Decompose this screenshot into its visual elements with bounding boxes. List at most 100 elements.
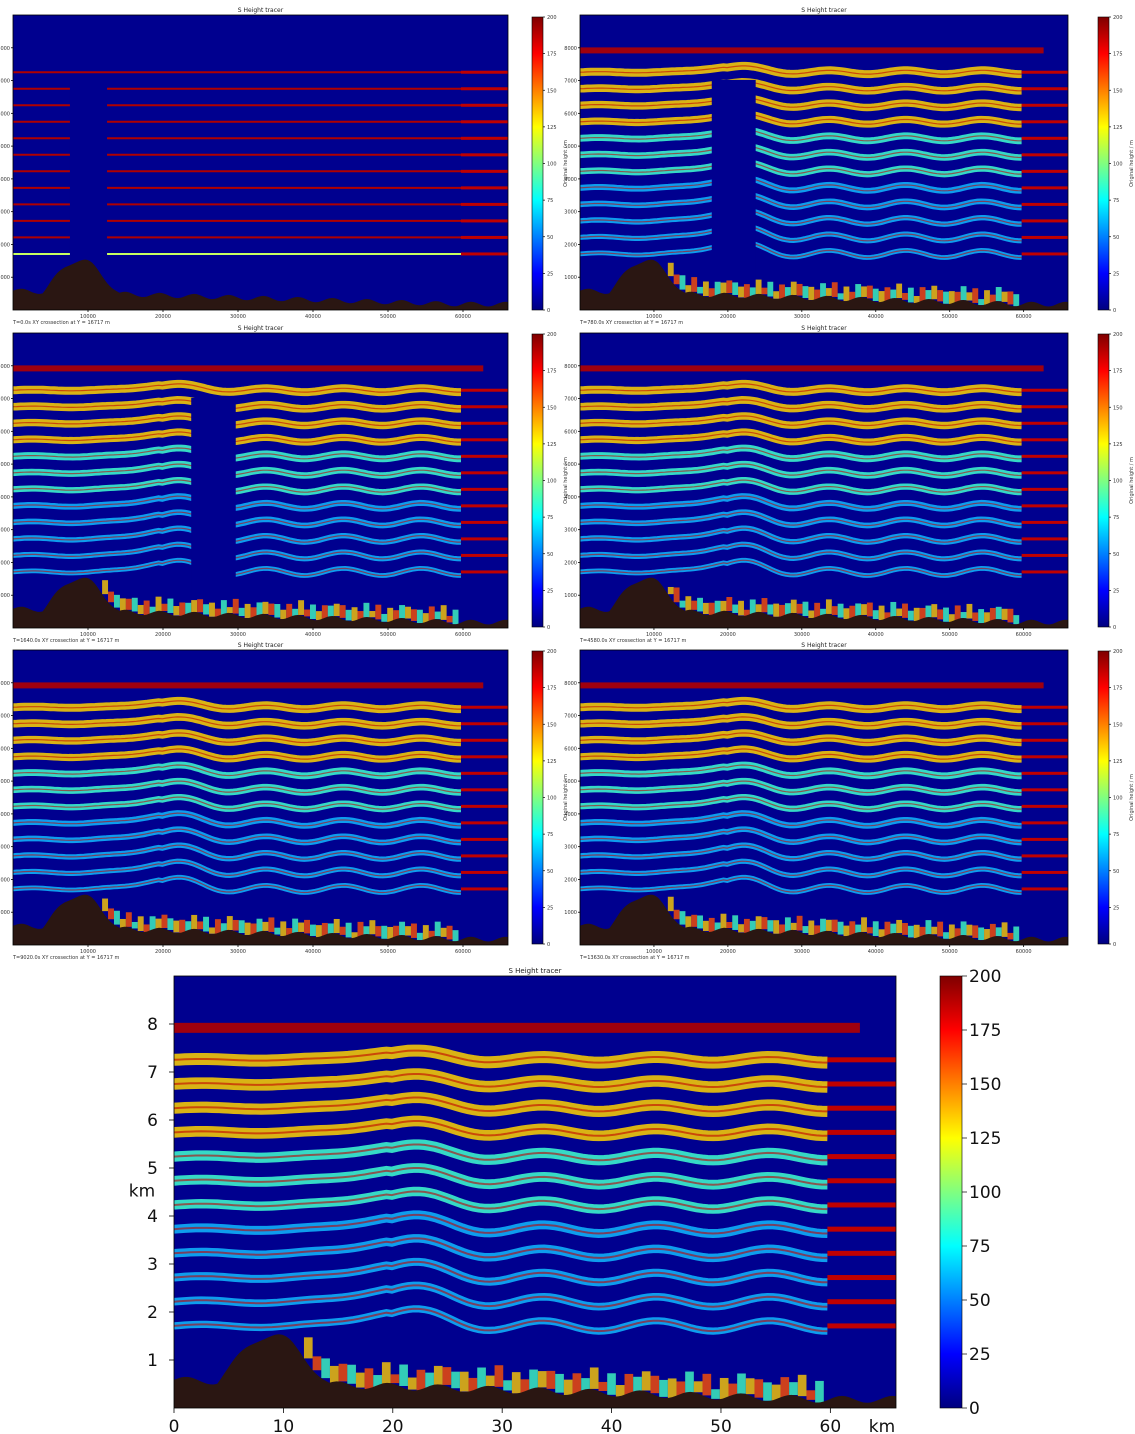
- tracer-layer-core: [580, 81, 1022, 92]
- x-tick-label: 60000: [455, 314, 471, 320]
- boundary-stripe: [1021, 722, 1068, 726]
- x-tick-label: 60000: [1016, 949, 1032, 955]
- y-tick-label: 7000: [0, 397, 10, 403]
- tracer-layer-core: [580, 113, 1022, 125]
- boundary-layer: [843, 925, 850, 937]
- boundary-layer: [720, 282, 727, 294]
- boundary-layer: [173, 920, 180, 933]
- boundary-layer: [452, 930, 459, 942]
- boundary-layer: [338, 1363, 348, 1382]
- boundary-layer: [546, 1370, 556, 1389]
- y-axis-label: km: [129, 1181, 155, 1201]
- boundary-layer: [814, 925, 821, 935]
- boundary-layer: [784, 287, 791, 297]
- boundary-stripe: [460, 153, 508, 157]
- tracer-layer-core: [580, 399, 1022, 410]
- tracer-layer-core: [13, 399, 461, 410]
- boundary-layer: [232, 919, 239, 931]
- x-tick-label: 40000: [868, 314, 884, 320]
- boundary-layer: [972, 925, 979, 938]
- boundary-layer: [702, 920, 709, 932]
- colorbar-tick-label: 25: [1113, 905, 1119, 911]
- boundary-layer: [693, 1381, 703, 1393]
- y-tick-label: 8000: [564, 364, 577, 370]
- x-tick-label: 60000: [455, 949, 471, 955]
- boundary-layer: [738, 600, 744, 616]
- y-tick-label: 2000: [0, 242, 10, 248]
- tracer-layer-core: [580, 860, 1022, 877]
- terrain: [580, 894, 1068, 945]
- boundary-layer: [102, 580, 109, 595]
- colorbar-tick-label: 125: [547, 759, 557, 765]
- boundary-layer: [978, 609, 985, 624]
- plot-area: [13, 333, 508, 628]
- boundary-layer: [381, 613, 388, 622]
- boundary-layer: [726, 597, 733, 611]
- boundary-layer: [351, 932, 358, 939]
- boundary-layer: [667, 896, 674, 912]
- y-tick-label: 8000: [0, 46, 10, 52]
- x-tick-label: 20000: [155, 314, 171, 320]
- boundary-layer: [738, 286, 744, 298]
- boundary-layer: [814, 289, 821, 300]
- y-tick-label: 2000: [0, 560, 10, 566]
- boundary-layer: [948, 291, 955, 305]
- boundary-layer: [861, 917, 867, 932]
- tracer-layer-core: [580, 447, 1022, 460]
- x-tick-label: 10000: [80, 632, 96, 638]
- x-tick-label: 40: [601, 1417, 623, 1434]
- x-tick-label: 10: [273, 1417, 295, 1434]
- boundary-layer: [537, 1371, 547, 1388]
- boundary-layer: [697, 286, 703, 294]
- colorbar: [531, 333, 544, 628]
- y-tick-label: 4000: [0, 177, 10, 183]
- y-tick-label: 1000: [564, 275, 577, 281]
- colorbar-tick-label: 200: [547, 15, 557, 21]
- colorbar: [1097, 333, 1110, 628]
- boundary-layer: [250, 923, 257, 935]
- boundary-stripe: [460, 487, 508, 491]
- colorbar-tick-label: 25: [547, 905, 553, 911]
- boundary-layer: [884, 612, 891, 619]
- boundary-layer: [931, 285, 938, 300]
- boundary-layer: [919, 926, 926, 937]
- colorbar-tick-label: 200: [1113, 649, 1123, 655]
- y-tick-label: 6000: [564, 111, 577, 117]
- boundary-layer: [321, 605, 328, 619]
- colorbar-tick-label: 50: [547, 869, 553, 875]
- colorbar-tick-label: 50: [969, 1291, 991, 1311]
- boundary-layer: [738, 924, 744, 933]
- boundary-stripe: [1021, 537, 1068, 541]
- boundary-stripe: [1021, 887, 1068, 891]
- y-tick-label: 1000: [0, 910, 10, 916]
- colorbar-label: Original height / m: [563, 457, 569, 504]
- colorbar-tick-label: 25: [547, 588, 553, 594]
- boundary-layer: [872, 288, 879, 301]
- boundary-layer: [203, 916, 210, 932]
- unmixed-column: [191, 397, 236, 620]
- boundary-stripe: [460, 136, 508, 140]
- x-tick-label: 50000: [380, 632, 396, 638]
- boundary-layer: [563, 1379, 573, 1396]
- y-tick-label: 5000: [0, 779, 10, 785]
- boundary-layer: [855, 603, 862, 617]
- boundary-layer: [673, 274, 680, 285]
- boundary-stripe: [1021, 788, 1068, 792]
- boundary-layer: [679, 275, 686, 290]
- colorbar-tick-label: 150: [1113, 88, 1123, 94]
- boundary-layer: [797, 1374, 807, 1397]
- colorbar-tick-label: 100: [1113, 162, 1123, 168]
- y-tick-label: 5: [147, 1159, 158, 1179]
- colorbar-tick-label: 100: [1113, 479, 1123, 485]
- boundary-stripe: [460, 103, 508, 107]
- x-tick-label: 60000: [1016, 632, 1032, 638]
- boundary-layer: [808, 610, 815, 618]
- colorbar-tick-label: 25: [969, 1345, 991, 1365]
- boundary-layer: [866, 285, 873, 299]
- boundary-layer: [650, 1375, 660, 1394]
- plot-area: [174, 976, 896, 1408]
- boundary-layer: [820, 608, 826, 616]
- boundary-layer: [989, 923, 996, 938]
- y-tick-label: 6000: [564, 746, 577, 752]
- boundary-layer: [790, 922, 797, 931]
